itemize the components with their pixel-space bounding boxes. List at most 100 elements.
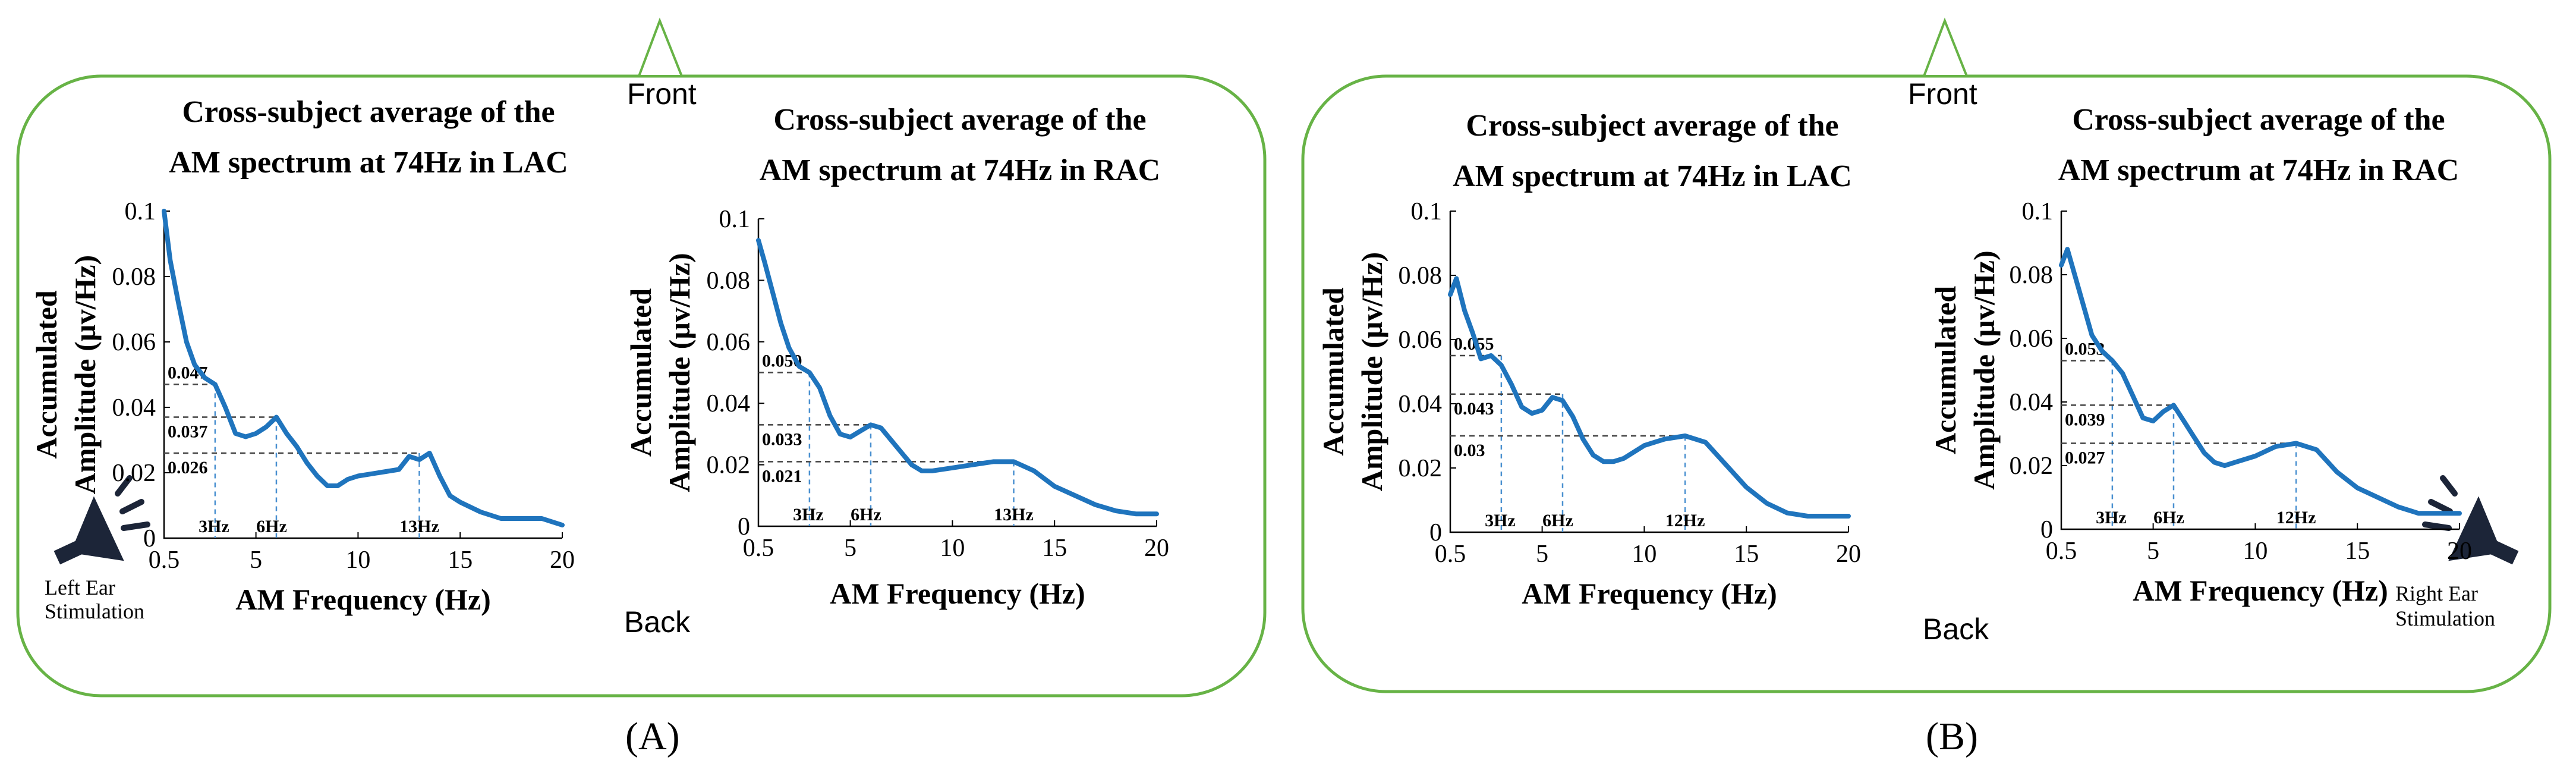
marker-value-label: 0.027 xyxy=(2065,448,2105,468)
marker-freq-label: 3Hz xyxy=(793,505,824,524)
y-tick-label: 0.02 xyxy=(2010,453,2054,480)
chart-b-rac: Cross-subject average of the AM spectrum … xyxy=(1929,103,2472,607)
y-tick-label: 0.08 xyxy=(2010,262,2054,289)
speaker-icon xyxy=(53,475,150,565)
y-tick-label: 0.1 xyxy=(1411,198,1443,225)
marker-value-label: 0.043 xyxy=(1454,399,1494,419)
chart-title-line1: Cross-subject average of the xyxy=(2072,103,2445,137)
y-axis-label-line1: Accumulated xyxy=(1317,287,1350,455)
y-tick-label: 0.06 xyxy=(2010,325,2054,353)
series-line xyxy=(756,238,1159,517)
marker-freq-label: 3Hz xyxy=(199,517,229,536)
x-tick-label: 15 xyxy=(2345,538,2370,565)
marker-freq-label: 13Hz xyxy=(994,505,1034,524)
y-axis-label-line2: Amplitude (µv/Hz) xyxy=(1355,252,1388,491)
stimulation-label-line2-b: Stimulation xyxy=(2395,607,2495,630)
x-tick-label: 20 xyxy=(1144,535,1169,562)
x-tick-label: 5 xyxy=(1536,541,1548,568)
y-tick-label: 0.02 xyxy=(1399,455,1443,482)
marker-value-label: 0.026 xyxy=(168,458,208,477)
y-tick-label: 0.1 xyxy=(719,206,751,233)
axes xyxy=(163,211,562,539)
y-tick-label: 0.06 xyxy=(707,329,751,356)
x-tick-label: 15 xyxy=(1042,535,1067,562)
y-tick-label: 0 xyxy=(2040,516,2053,543)
y-tick-label: 0.06 xyxy=(112,329,156,356)
front-label-b: Front xyxy=(1908,77,1977,111)
marker-freq-label: 3Hz xyxy=(2096,508,2127,527)
x-tick-label: 10 xyxy=(940,535,965,562)
y-axis-label-line2: Amplitude (µv/Hz) xyxy=(68,255,102,494)
x-axis-label: AM Frequency (Hz) xyxy=(1522,577,1777,610)
x-tick-label: 15 xyxy=(448,546,473,574)
group-b: Front Back (B) Right Ear Stimulation xyxy=(1301,17,2552,758)
x-tick-label: 0.5 xyxy=(1435,541,1466,568)
stimulation-label-line2-a: Stimulation xyxy=(45,599,144,623)
x-tick-label: 10 xyxy=(1632,541,1657,568)
y-tick-label: 0.1 xyxy=(2022,198,2054,225)
y-tick-label: 0 xyxy=(738,513,750,541)
chart-title-line2: AM spectrum at 74Hz in RAC xyxy=(2058,153,2459,187)
stimulation-label-line1-b: Right Ear xyxy=(2395,582,2478,605)
chart-title-line1: Cross-subject average of the xyxy=(182,95,555,129)
chart-b-lac: Cross-subject average of the AM spectrum … xyxy=(1317,109,1861,610)
y-tick-label: 0.02 xyxy=(112,460,156,487)
x-tick-label: 0.5 xyxy=(743,535,774,562)
marker-value-label: 0.03 xyxy=(1454,441,1485,460)
marker-freq-label: 12Hz xyxy=(2276,508,2316,527)
x-tick-label: 5 xyxy=(2147,538,2159,565)
marker-freq-label: 6Hz xyxy=(1542,511,1573,530)
x-axis-label: AM Frequency (Hz) xyxy=(235,583,491,616)
chart-title-line1: Cross-subject average of the xyxy=(1466,109,1838,143)
y-tick-label: 0.08 xyxy=(112,263,156,291)
marker-freq-label: 13Hz xyxy=(399,517,439,536)
y-axis-label-line1: Accumulated xyxy=(624,288,657,457)
series-line xyxy=(1448,276,1851,519)
y-tick-label: 0.04 xyxy=(2010,389,2054,416)
chart-a-lac: Cross-subject average of the AM spectrum … xyxy=(30,95,575,616)
y-tick-label: 0.04 xyxy=(707,390,751,417)
marker-freq-label: 12Hz xyxy=(1665,511,1705,530)
x-tick-label: 10 xyxy=(345,546,370,574)
panel-label-b: (B) xyxy=(1926,715,1978,758)
axes xyxy=(757,219,1157,527)
x-tick-label: 15 xyxy=(1734,541,1759,568)
x-tick-label: 0.5 xyxy=(2046,538,2077,565)
front-triangle-a xyxy=(637,17,684,77)
x-tick-label: 20 xyxy=(550,546,575,574)
x-axis-label: AM Frequency (Hz) xyxy=(2133,574,2388,607)
back-label-b: Back xyxy=(1923,612,1989,646)
chart-a-rac: Cross-subject average of the AM spectrum … xyxy=(624,103,1169,610)
marker-value-label: 0.037 xyxy=(168,422,208,442)
x-tick-label: 20 xyxy=(2447,538,2472,565)
series-line xyxy=(2059,247,2462,516)
marker-freq-label: 6Hz xyxy=(256,517,287,536)
chart-title-line2: AM spectrum at 74Hz in LAC xyxy=(1453,159,1852,193)
marker-value-label: 0.033 xyxy=(762,429,802,449)
y-tick-label: 0.08 xyxy=(1399,262,1443,290)
y-tick-label: 0.06 xyxy=(1399,326,1443,354)
marker-freq-label: 3Hz xyxy=(1485,511,1516,530)
speaker-icon xyxy=(2422,475,2519,565)
front-triangle-b xyxy=(1922,17,1969,77)
x-tick-label: 5 xyxy=(250,546,262,574)
x-tick-label: 0.5 xyxy=(149,546,180,574)
series-line xyxy=(162,209,565,527)
y-tick-label: 0 xyxy=(143,525,156,552)
y-tick-label: 0.1 xyxy=(125,198,156,225)
front-label-a: Front xyxy=(627,77,697,111)
x-tick-label: 20 xyxy=(1836,541,1861,568)
y-tick-label: 0.04 xyxy=(1399,391,1443,418)
chart-title-line1: Cross-subject average of the xyxy=(773,103,1146,137)
y-tick-label: 0.04 xyxy=(112,394,156,422)
marker-freq-label: 6Hz xyxy=(851,505,881,524)
back-label-a: Back xyxy=(624,605,691,639)
chart-title-line2: AM spectrum at 74Hz in LAC xyxy=(169,146,568,180)
marker-value-label: 0.039 xyxy=(2065,410,2105,429)
x-tick-label: 5 xyxy=(844,535,856,562)
chart-title-line2: AM spectrum at 74Hz in RAC xyxy=(760,153,1160,187)
axes xyxy=(1449,211,1848,533)
panel-label-a: (A) xyxy=(625,715,680,758)
x-axis-label: AM Frequency (Hz) xyxy=(830,577,1085,610)
